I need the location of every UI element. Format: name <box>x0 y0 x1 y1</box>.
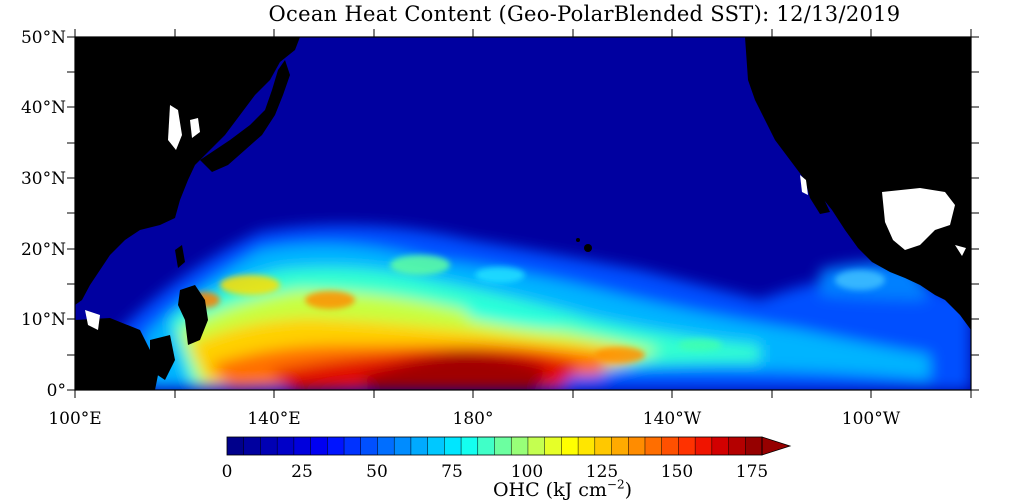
colorbar-swatch <box>561 437 579 455</box>
colorbar-swatch <box>494 437 512 455</box>
map-plot-area <box>75 37 971 390</box>
colorbar-swatch <box>344 437 362 455</box>
colorbar-swatch <box>477 437 495 455</box>
colorbar-swatch <box>611 437 629 455</box>
lon-label: 140°E <box>247 409 300 429</box>
colorbar-swatch <box>277 437 295 455</box>
gulf-of-mexico-missing <box>882 188 955 250</box>
colorbar-swatch <box>644 437 663 455</box>
colorbar-swatch <box>310 437 328 455</box>
colorbar-tick-label: 50 <box>366 462 388 482</box>
lat-label: 40°N <box>21 98 66 118</box>
colorbar-swatch <box>527 437 546 455</box>
map-title: Ocean Heat Content (Geo-PolarBlended SST… <box>268 2 901 26</box>
latitude-labels: 50°N 40°N 30°N 20°N 10°N 0° <box>21 28 66 401</box>
colorbar-overflow-arrow <box>761 436 792 456</box>
lon-label: 140°W <box>643 409 702 429</box>
lat-label: 0° <box>47 381 66 401</box>
colorbar-swatch <box>260 437 278 455</box>
colorbar-swatch <box>628 437 646 455</box>
colorbar-swatch <box>511 437 529 455</box>
colorbar-swatch <box>327 437 345 455</box>
tick-marks <box>67 29 979 398</box>
colorbar-swatch <box>360 437 378 455</box>
colorbar-swatch <box>728 437 746 455</box>
colorbar-tick-label: 100 <box>511 462 543 482</box>
colorbar-swatch <box>461 437 479 455</box>
colorbar-title-text: OHC (kJ cm <box>492 479 607 502</box>
lat-label: 20°N <box>21 240 66 260</box>
colorbar-swatch <box>243 437 261 455</box>
land <box>75 37 971 390</box>
colorbar-swatch <box>594 437 612 455</box>
colorbar-swatch <box>711 437 729 455</box>
philippines <box>178 285 208 345</box>
colorbar-swatch <box>427 437 445 455</box>
colorbar-swatch <box>544 437 562 455</box>
colorbar-tick-label: 125 <box>586 462 618 482</box>
colorbar <box>226 436 792 456</box>
colorbar-swatch <box>444 437 462 455</box>
colorbar-swatch <box>394 437 412 455</box>
colorbar-swatch <box>377 437 395 455</box>
colorbar-swatch <box>410 437 429 455</box>
colorbar-swatch <box>678 437 696 455</box>
americas <box>745 37 971 330</box>
colorbar-tick-label: 175 <box>736 462 768 482</box>
colorbar-swatch <box>227 437 245 455</box>
lat-label: 30°N <box>21 169 66 189</box>
lat-label: 50°N <box>21 28 66 48</box>
lat-label: 10°N <box>21 310 66 330</box>
japan <box>200 60 290 172</box>
longitude-labels: 100°E 140°E 180° 140°W 100°W <box>48 409 900 429</box>
lon-label: 100°W <box>842 409 901 429</box>
lon-label: 180° <box>453 409 494 429</box>
colorbar-title: OHC (kJ cm−2) <box>0 478 1009 501</box>
colorbar-title-exponent: −2 <box>606 478 625 492</box>
asia-mainland <box>75 37 300 305</box>
colorbar-title-close: ) <box>624 479 633 502</box>
lon-label: 100°E <box>48 409 101 429</box>
colorbar-tick-label: 75 <box>441 462 463 482</box>
missing-data <box>85 105 966 330</box>
colorbar-swatch <box>745 437 763 455</box>
colorbar-tick-label: 150 <box>661 462 693 482</box>
colorbar-tick-label: 0 <box>222 462 233 482</box>
colorbar-swatch <box>695 437 713 455</box>
colorbar-tick-labels: 0 25 50 75 100 125 150 175 <box>222 462 769 482</box>
colorbar-swatch <box>661 437 679 455</box>
colorbar-swatch <box>293 437 311 455</box>
ohc-texture <box>190 255 885 363</box>
colorbar-tick-label: 25 <box>291 462 313 482</box>
colorbar-swatch <box>578 437 596 455</box>
